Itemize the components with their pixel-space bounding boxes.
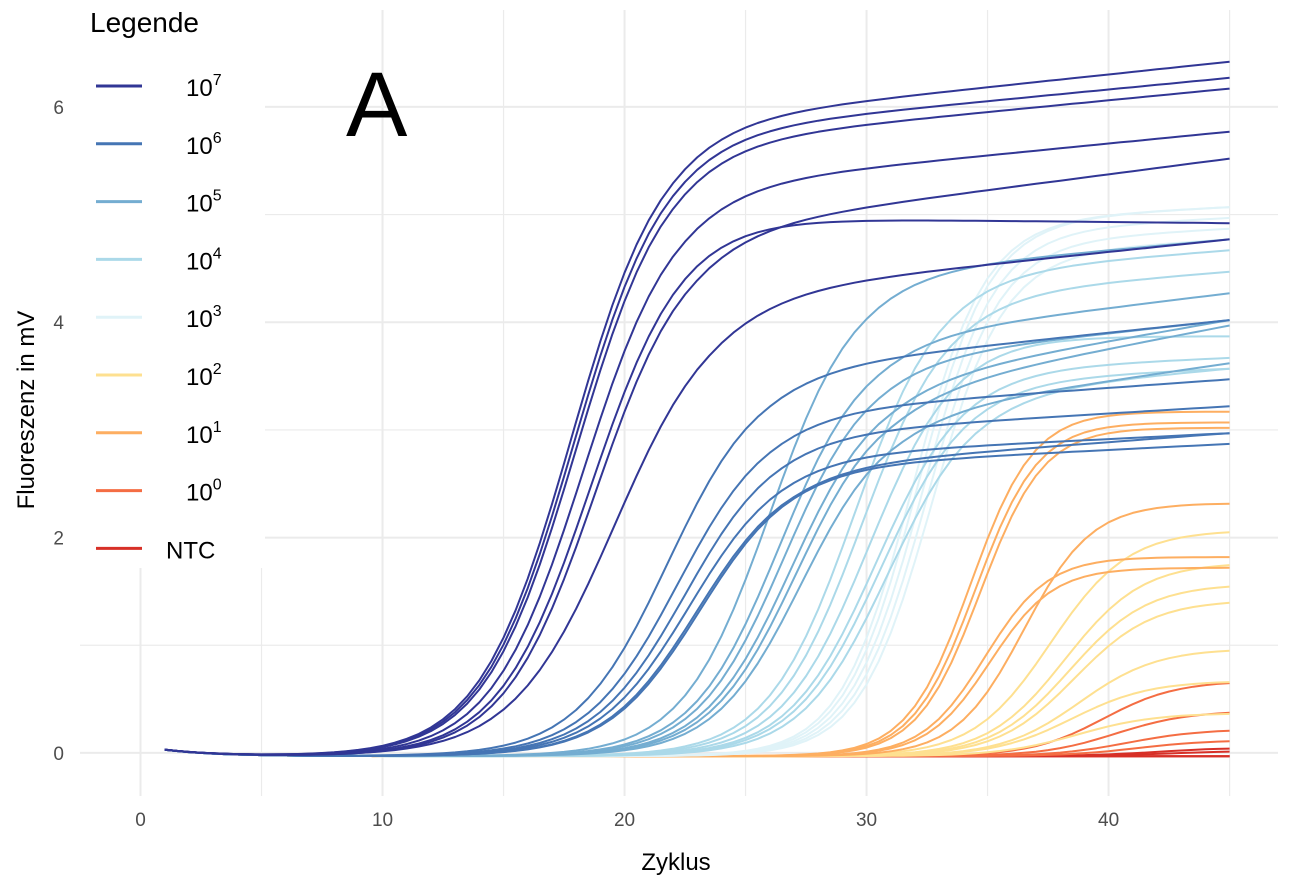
y-tick-label: 0 — [53, 744, 64, 765]
amplification-curve — [164, 356, 1230, 758]
x-tick-label: 10 — [372, 810, 393, 831]
legend-label: 101 — [186, 419, 222, 449]
amplification-curve — [164, 378, 1230, 757]
amplification-curve — [164, 292, 1230, 757]
legend-label: 107 — [186, 72, 222, 102]
legend-background — [80, 0, 265, 568]
amplification-curve — [164, 421, 1230, 758]
legend-label: 103 — [186, 303, 222, 333]
amplification-curve — [164, 227, 1230, 758]
amplification-curve — [164, 219, 1230, 756]
amplification-curve — [164, 130, 1230, 756]
panel-label: A — [346, 54, 408, 156]
axis-ticks: 0 10 20 30 40 0 2 4 6 — [53, 98, 1119, 831]
x-tick-label: 30 — [856, 810, 877, 831]
y-tick-label: 2 — [53, 529, 64, 550]
amplification-curve — [164, 362, 1230, 758]
y-tick-label: 4 — [53, 313, 64, 334]
x-tick-label: 40 — [1098, 810, 1119, 831]
y-tick-label: 6 — [53, 98, 64, 119]
amplification-curve — [164, 60, 1230, 756]
x-axis-title: Zyklus — [641, 849, 710, 876]
y-axis-title: Fluoreszenz in mV — [13, 311, 40, 510]
legend: Legende 107 106 105 104 103 102 101 100 NTC — [80, 0, 265, 568]
x-tick-label: 0 — [135, 810, 146, 831]
x-tick-label: 20 — [614, 810, 635, 831]
legend-label: 106 — [186, 130, 222, 160]
legend-label: NTC — [166, 537, 215, 564]
amplification-curve — [164, 216, 1230, 758]
legend-label: 102 — [186, 361, 222, 391]
amplification-curve — [164, 410, 1230, 758]
amplification-curves — [164, 60, 1230, 758]
legend-label: 100 — [186, 477, 222, 507]
amplification-curve — [164, 442, 1230, 757]
amplification-curve — [164, 649, 1230, 758]
legend-label: 105 — [186, 188, 222, 218]
legend-title: Legende — [90, 7, 199, 38]
legend-label: 104 — [186, 245, 222, 275]
amplification-curve — [164, 238, 1230, 756]
amplification-curve — [164, 238, 1230, 757]
